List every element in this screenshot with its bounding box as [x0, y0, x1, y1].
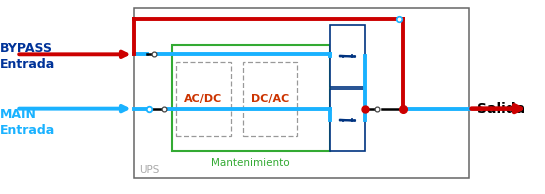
- Text: MAIN
Entrada: MAIN Entrada: [0, 108, 55, 137]
- Bar: [176, 62, 231, 136]
- Text: Salida: Salida: [477, 102, 525, 116]
- Text: Mantenimiento: Mantenimiento: [211, 158, 290, 168]
- Text: AC/DC: AC/DC: [184, 94, 222, 104]
- Polygon shape: [340, 55, 352, 57]
- Polygon shape: [343, 120, 355, 121]
- Polygon shape: [340, 119, 352, 121]
- Text: DC/AC: DC/AC: [251, 94, 289, 104]
- Bar: [330, 89, 365, 151]
- Bar: [243, 62, 297, 136]
- Bar: [134, 8, 469, 178]
- Bar: [172, 45, 330, 151]
- Bar: [330, 25, 365, 87]
- Text: BYPASS
Entrada: BYPASS Entrada: [0, 42, 55, 71]
- Polygon shape: [343, 56, 355, 57]
- Text: UPS: UPS: [139, 165, 159, 175]
